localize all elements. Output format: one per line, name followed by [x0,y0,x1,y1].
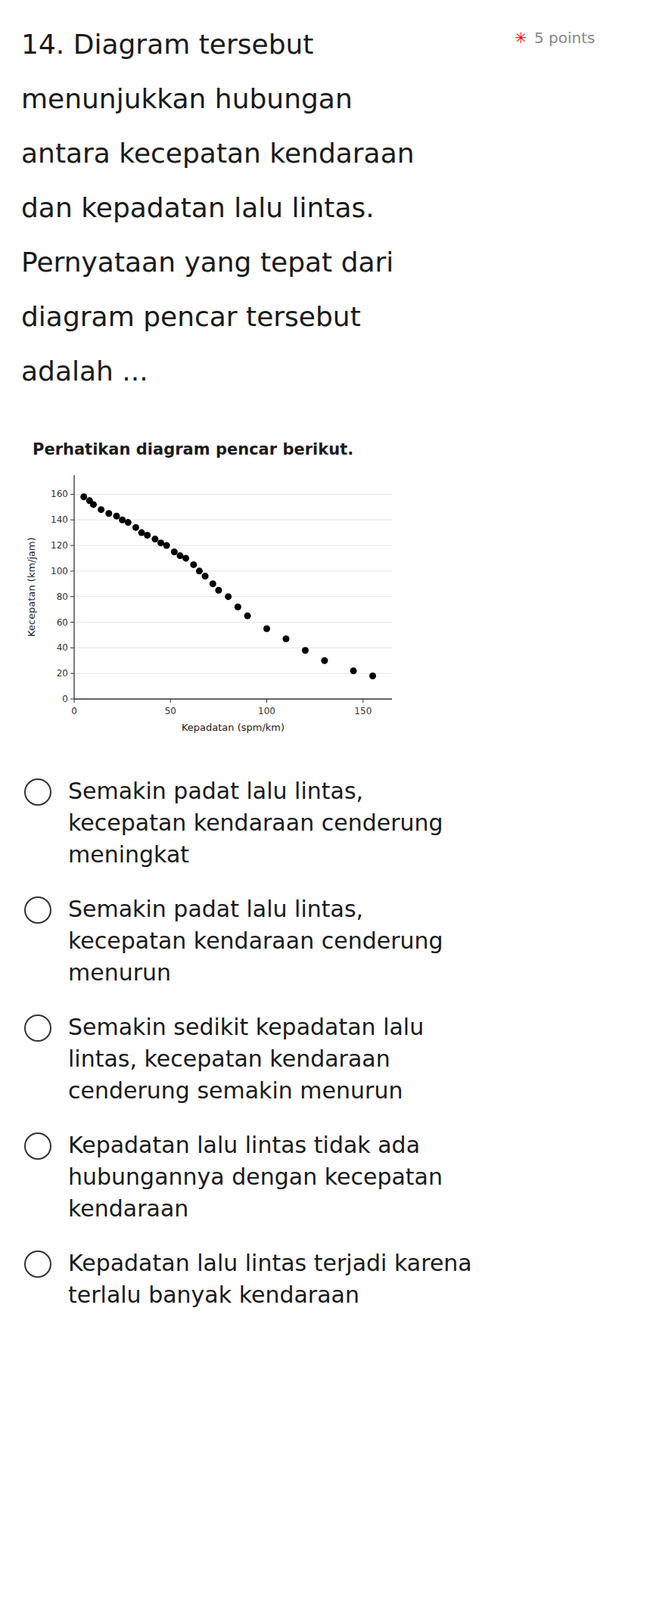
grid-line [74,673,392,675]
x-axis-label: Kepadatan (spm/km) [181,721,285,734]
option-line: meningkat [68,841,190,868]
option-line: Kepadatan lalu lintas tidak ada [68,1131,420,1159]
option-radio[interactable] [24,1250,52,1279]
option-line: cenderung semakin menurun [68,1077,403,1104]
option-radio[interactable] [24,896,52,924]
points-icon: ✳ [514,28,528,47]
grid-line [74,545,392,547]
point [224,593,232,601]
point [214,587,222,594]
point [80,493,88,501]
question-line: diagram pencar tersebut [21,301,361,333]
option-line: Semakin padat lalu lintas, [68,777,364,805]
x-tick [74,699,75,703]
question-line: antara kecepatan kendaraan [21,137,415,169]
y-tick [70,673,75,675]
x-tick-label: 50 [164,705,177,717]
y-tick-label: 160 [50,488,69,500]
x-tick [170,699,172,703]
point [151,535,159,543]
chart-title: Perhatikan diagram pencar berikut. [32,440,354,459]
y-axis [73,475,75,700]
point [189,561,197,569]
y-axis-label: Kecepatan (km/jam) [25,537,38,638]
y-tick [70,621,75,623]
y-tick-label: 20 [56,668,69,679]
scatter-chart: 0 20 40 60 80 100 120 140 160 0 50 100 150 Kepadatan … [21,466,415,739]
y-tick-label: 0 [62,693,69,705]
option-line: terlalu banyak kendaraan [68,1281,360,1309]
point [320,657,328,665]
grid-line [74,596,392,598]
point [282,635,290,643]
x-tick-label: 0 [71,705,78,717]
option-line: kecepatan kendaraan cenderung [68,809,444,837]
point [143,531,151,539]
x-tick-label: 100 [258,705,276,717]
point [244,612,252,620]
question-line: 14. Diagram tersebut [21,28,314,60]
point [202,572,209,580]
point [263,625,271,632]
y-tick [70,494,75,495]
question-line: Pernyataan yang tepat dari [21,246,394,278]
point [105,509,112,517]
option-radio[interactable] [24,1014,52,1042]
y-tick [70,570,75,572]
grid-line [74,699,392,700]
x-tick-label: 150 [354,705,372,717]
y-tick [70,519,75,521]
grid-line [74,621,392,623]
grid-line [74,570,392,572]
y-tick-label: 100 [50,565,69,577]
point [195,567,203,575]
point [369,672,377,680]
y-tick-label: 140 [50,514,69,526]
y-tick [70,647,75,649]
option-line: kecepatan kendaraan cenderung [68,927,444,955]
option-radio[interactable] [24,1132,52,1160]
y-tick [70,545,75,547]
option-line: lintas, kecepatan kendaraan [68,1045,391,1073]
question-line: adalah ... [21,355,149,387]
point [113,513,121,520]
option-line: Semakin padat lalu lintas, [68,895,364,923]
point [124,519,132,526]
x-tick [362,699,364,703]
point [209,580,217,588]
point [301,646,309,654]
y-tick-label: 120 [50,540,69,551]
point [234,603,242,611]
y-tick [70,596,75,598]
point [97,506,105,514]
option-line: Semakin sedikit kepadatan lalu [68,1013,424,1041]
question-line: menunjukkan hubungan [21,83,353,115]
option-line: kendaraan [68,1195,189,1223]
x-tick [266,699,268,703]
option-line: Kepadatan lalu lintas terjadi karena [68,1250,473,1277]
question-line: dan kepadatan lalu lintas. [21,192,375,224]
grid-line [74,647,392,649]
point [132,524,140,532]
y-tick-label: 60 [56,617,69,629]
y-tick-label: 80 [56,591,69,603]
point [350,667,358,675]
point [90,500,97,508]
option-radio[interactable] [24,778,52,806]
point [182,554,190,562]
x-axis [74,698,392,700]
point [163,542,171,550]
y-tick [70,699,75,700]
point [171,548,178,556]
option-line: hubungannya dengan kecepatan [68,1163,443,1191]
y-tick-label: 40 [56,642,69,653]
points [80,493,377,680]
points-label: 5 points [534,28,596,47]
grid-line [74,494,392,495]
option-line: menurun [68,959,172,986]
